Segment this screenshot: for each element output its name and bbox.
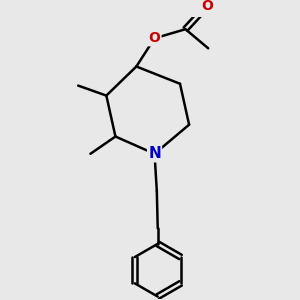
Text: O: O: [201, 0, 213, 13]
Text: O: O: [148, 31, 160, 45]
Text: N: N: [148, 146, 161, 161]
